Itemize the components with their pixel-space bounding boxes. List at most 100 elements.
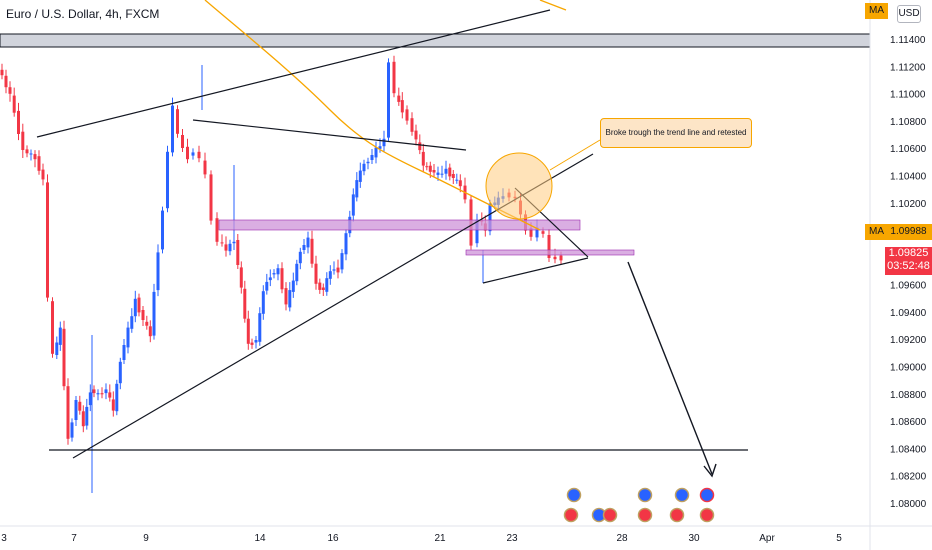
- candle-body: [100, 393, 104, 395]
- triangle-lower-line: [482, 257, 589, 284]
- bar-countdown: 03:52:48: [887, 260, 930, 272]
- annotation-callout[interactable]: Broke trough the trend line and retested: [600, 118, 752, 148]
- candle-body: [410, 118, 414, 132]
- candle-body: [37, 156, 41, 171]
- candle-body: [291, 280, 295, 292]
- candle-body: [88, 392, 92, 406]
- candle-body: [400, 100, 404, 113]
- candle-body: [243, 288, 247, 319]
- eur-flag-icon[interactable]: [674, 487, 690, 503]
- candle-body: [66, 386, 70, 439]
- candle-body: [405, 109, 409, 121]
- candle-body: [118, 361, 122, 384]
- y-tick-label: 1.11200: [890, 62, 926, 73]
- candle-body: [310, 238, 314, 264]
- candle-body: [148, 326, 152, 337]
- candle-body: [85, 406, 89, 426]
- candle-body: [272, 273, 276, 275]
- candle-body: [475, 219, 479, 244]
- candle-body: [4, 75, 8, 88]
- candle-body: [122, 345, 126, 360]
- moving-average-line: [204, 0, 541, 231]
- x-tick-label: 9: [143, 533, 149, 544]
- eur-flag-icon[interactable]: [566, 487, 582, 503]
- candle-body: [197, 151, 201, 159]
- y-tick-label: 1.09000: [890, 363, 927, 374]
- candle-body: [246, 318, 250, 344]
- y-tick-label: 1.08000: [890, 499, 927, 510]
- candle-body: [451, 174, 455, 178]
- price-axis[interactable]: [870, 0, 932, 550]
- usd-flag-icon[interactable]: [563, 507, 579, 523]
- candle-body: [362, 163, 366, 172]
- candle-body: [258, 313, 262, 342]
- candle-body: [314, 263, 318, 284]
- candle-body: [276, 268, 280, 275]
- forecast-arrow-line: [627, 261, 713, 475]
- resistance-zone: [0, 33, 871, 48]
- eur-flag-icon[interactable]: [637, 487, 653, 503]
- candle-body: [298, 251, 302, 264]
- candle-body: [29, 153, 33, 155]
- usd-flag-icon[interactable]: [669, 507, 685, 523]
- candle-body: [378, 146, 382, 149]
- candle-body: [374, 147, 378, 158]
- event-icons[interactable]: [563, 487, 715, 523]
- candle-body: [92, 389, 96, 394]
- candle-body: [141, 310, 145, 320]
- currency-button[interactable]: USD: [897, 5, 921, 23]
- candle-body: [0, 69, 4, 76]
- candle-body: [559, 255, 563, 261]
- candle-body: [115, 383, 119, 412]
- candle-body: [295, 263, 299, 282]
- y-tick-label: 1.08800: [890, 390, 927, 401]
- candle-body: [191, 152, 195, 156]
- y-tick-label: 1.09200: [890, 335, 927, 346]
- candle-body: [366, 161, 370, 164]
- candle-body: [288, 290, 292, 308]
- candles: [0, 55, 563, 493]
- candle-body: [58, 327, 62, 345]
- candle-body: [268, 277, 272, 281]
- y-tick-label: 1.10800: [890, 117, 927, 128]
- candle-body: [108, 392, 112, 398]
- candle-body: [436, 172, 440, 175]
- descending-line: [192, 119, 467, 151]
- candle-body: [250, 342, 254, 345]
- candle-body: [302, 245, 306, 250]
- candle-body: [224, 244, 228, 251]
- usd-flag-icon[interactable]: [637, 507, 653, 523]
- candle-body: [351, 194, 355, 216]
- y-tick-label: 1.09600: [890, 281, 927, 292]
- candle-body: [74, 400, 78, 420]
- x-tick-label: 5: [836, 533, 842, 544]
- candle-body: [428, 165, 432, 172]
- candle-body: [62, 328, 66, 387]
- candle-body: [239, 267, 243, 288]
- candle-body: [203, 160, 207, 175]
- candle-body: [306, 237, 310, 248]
- retest-zone: [465, 249, 635, 256]
- highlight-circle: [485, 152, 553, 220]
- candle-body: [254, 340, 258, 343]
- x-tick-label: 3: [1, 533, 7, 544]
- candle-body: [455, 179, 459, 181]
- candle-body: [111, 399, 115, 411]
- candle-body: [344, 233, 348, 255]
- candle-body: [137, 297, 141, 313]
- y-tick-label: 1.09400: [890, 308, 927, 319]
- candle-body: [421, 151, 425, 166]
- candle-body: [41, 169, 45, 180]
- eur-flag-icon[interactable]: [699, 487, 715, 503]
- candle-body: [133, 298, 137, 317]
- usd-flag-icon[interactable]: [602, 507, 618, 523]
- candle-body: [332, 269, 336, 271]
- usd-flag-icon[interactable]: [699, 507, 715, 523]
- candle-body: [358, 170, 362, 182]
- last-price-tag: 1.09825 03:52:48: [885, 247, 932, 275]
- y-tick-label: 1.10400: [890, 171, 927, 182]
- candle-body: [12, 95, 16, 113]
- candle-body: [209, 174, 213, 221]
